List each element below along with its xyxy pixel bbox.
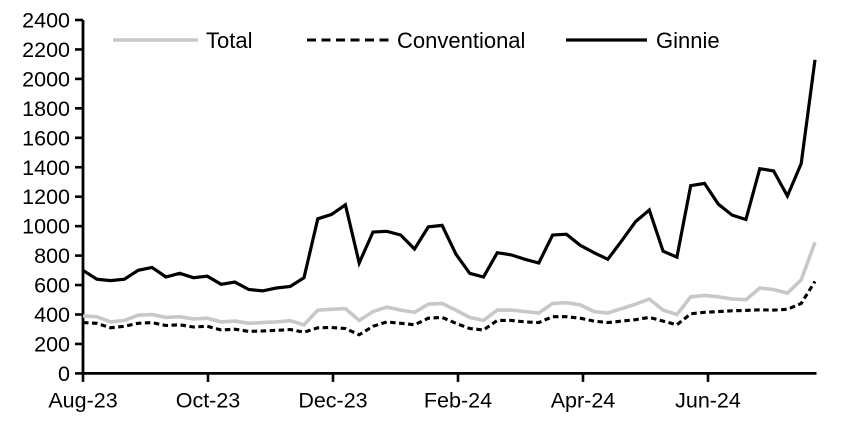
y-tick-label: 1200 [22,185,70,209]
legend-label-total: Total [206,28,252,53]
x-tick-label: Jun-24 [675,388,741,412]
y-tick-label: 2200 [22,38,70,62]
x-tick-label: Oct-23 [176,388,241,412]
y-tick-label: 800 [34,244,70,268]
series-line-total [82,241,817,327]
y-tick-label: 600 [34,274,70,298]
y-tick-label: 1000 [22,215,70,239]
x-tick-label: Aug-23 [48,388,117,412]
legend-label-ginnie: Ginnie [656,28,720,53]
x-tick-label: Feb-24 [424,388,492,412]
x-tick-label: Apr-24 [551,388,616,412]
y-tick-label: 2000 [22,67,70,91]
x-tick-label: Dec-23 [298,388,367,412]
y-tick-label: 400 [34,303,70,327]
y-tick-label: 0 [58,362,70,386]
y-tick-label: 1400 [22,156,70,180]
y-tick-label: 200 [34,332,70,356]
y-tick-label: 1600 [22,126,70,150]
y-tick-label: 2400 [22,9,70,33]
legend-label-conventional: Conventional [397,28,525,53]
series-line-ginnie [82,59,817,293]
y-tick-label: 1800 [22,97,70,121]
series-line-conventional [82,280,817,337]
